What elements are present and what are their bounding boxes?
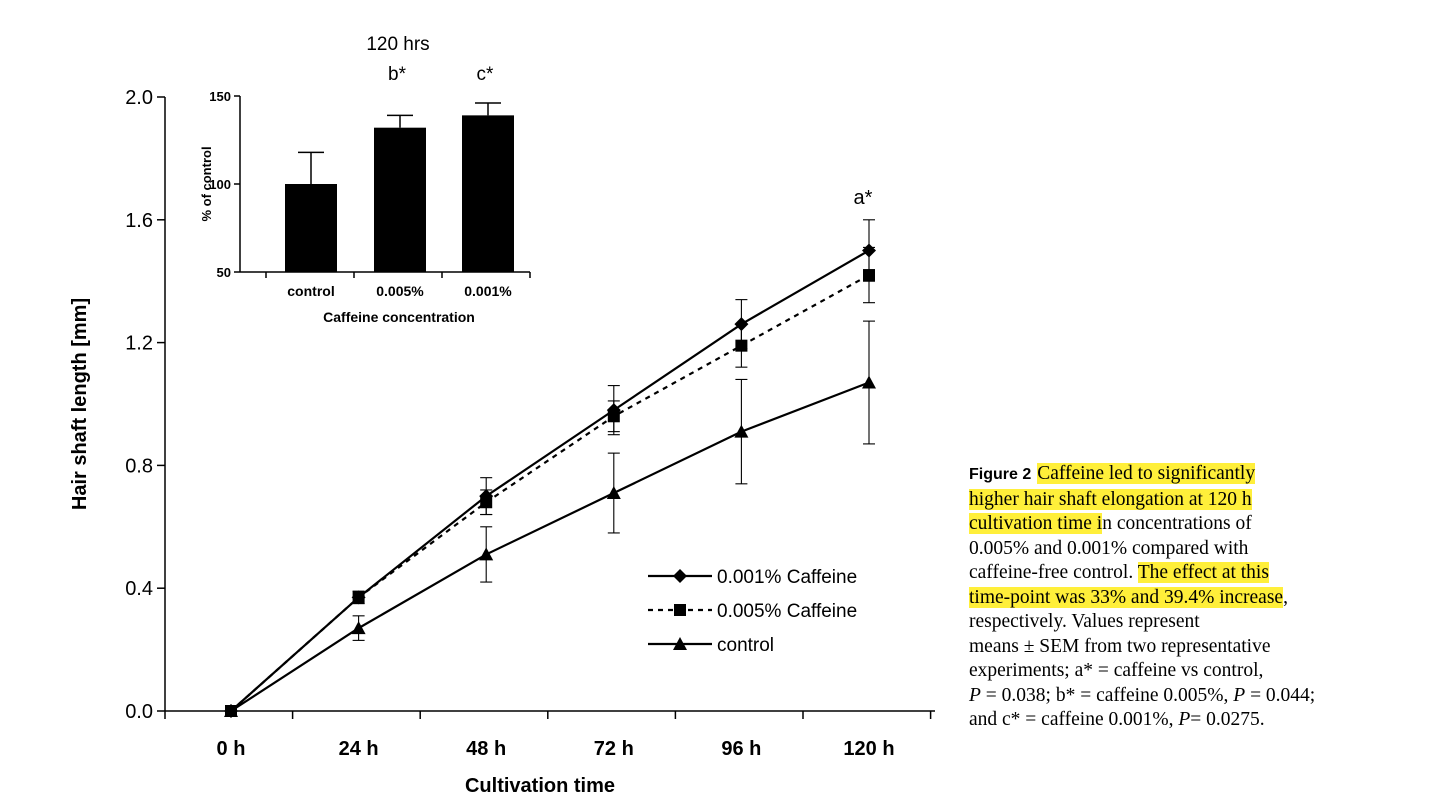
inset-annotation: b* [388,64,407,85]
caption-p-1: P [969,684,981,706]
x-tick-label: 48 h [466,738,506,760]
series-control-line [230,381,870,712]
inset-y-axis-label: % of control [199,146,214,221]
inset-x-tick-label: control [287,283,334,299]
caption-p-3: P [1178,709,1191,730]
series-005-line [230,274,870,712]
caption-line-11c: = 0.0275. [1190,709,1265,730]
legend-marker-series-001 [673,569,687,583]
inset-y-tick-label: 100 [209,177,231,192]
y-axis-label: Hair shaft length [mm] [69,298,91,510]
caption-line-2: higher hair shaft elongation at 120 h [969,488,1252,510]
caption-line-10d: = 0.044; [1245,684,1316,706]
caption-line-9: experiments; a* = caffeine vs control, [969,660,1264,681]
x-tick-label: 24 h [339,738,379,760]
caption-line-3a: cultivation time i [969,513,1103,534]
legend-label-series-control: control [717,635,774,656]
y-tick-label: 2.0 [125,87,153,109]
y-tick-label: 0.4 [125,578,153,600]
inset-bar-0001 [462,115,514,272]
caption-line-11a: and c* = caffeine 0.001%, [969,709,1179,730]
legend-label-series-005: 0.005% Caffeine [717,601,857,622]
legend-marker-series-005 [674,604,686,616]
inset-bar-control [285,184,337,272]
inset-x-tick-label: 0.001% [464,283,512,299]
caption-line-6b: , [1283,586,1288,608]
series-005-point [352,591,365,604]
caption-line-3b: n concentrations of [1102,513,1252,534]
caption-line-5b: The effect at this [1137,562,1269,583]
caption-p-2: P [1233,684,1246,706]
x-axis-label: Cultivation time [465,775,615,797]
series-005-point [735,339,748,352]
series-001-point [862,243,876,258]
inset-title: 120 hrs [366,34,429,55]
series-005-point [607,410,620,423]
figure-caption: Figure 2 Caffeine led to significantly hi… [969,462,1409,733]
inset-y-tick-label: 50 [217,265,231,280]
caption-line-5a: caffeine-free control. [969,562,1138,583]
main-line-chart: 0.0 0.4 0.8 1.2 1.6 2.0 0 h 24 h 48 h 72 h 96 h 120… [69,87,935,797]
caption-line-4: 0.005% and 0.001% compared with [969,537,1249,559]
legend-marker-series-control [673,637,687,650]
caption-line-6a: time-point was 33% and 39.4% increase [969,586,1284,608]
series-control-point [734,424,749,438]
caption-line-10b: = 0.038; b* = caffeine 0.005%, [980,684,1234,706]
caption-line-8: means ± SEM from two representative [969,635,1271,657]
y-tick-label: 1.2 [125,333,153,355]
series-control-point [862,375,876,389]
series-control-point [224,704,238,717]
x-tick-label: 72 h [594,738,634,760]
figure-label: Figure 2 [969,466,1032,483]
series-control-point [351,621,366,635]
inset-y-tick-label: 150 [209,89,231,104]
x-tick-label: 120 h [843,738,894,760]
x-tick-label: 0 h [217,738,246,760]
caption-line-7: respectively. Values represent [969,611,1200,632]
legend-label-series-001: 0.001% Caffeine [717,567,857,588]
series-control-point [479,547,494,561]
x-tick-label: 96 h [721,738,761,760]
series-005-point [863,269,875,282]
caption-line-1: Caffeine led to significantly [1037,463,1256,484]
series-005-point [480,496,493,509]
annotation-a-star: a* [854,187,873,209]
series-control-point [606,486,621,500]
inset-x-axis-label: Caffeine concentration [323,309,475,325]
series-001-point [734,317,749,332]
y-tick-label: 0.8 [125,455,153,477]
inset-bar-0005 [374,127,426,273]
inset-bar-chart: 50 100 150 control 0.005% 0.001% Caffeine conc… [199,34,531,325]
inset-x-tick-label: 0.005% [376,283,424,299]
inset-annotation: c* [477,64,495,85]
y-tick-label: 0.0 [125,701,153,723]
y-tick-label: 1.6 [125,210,153,232]
